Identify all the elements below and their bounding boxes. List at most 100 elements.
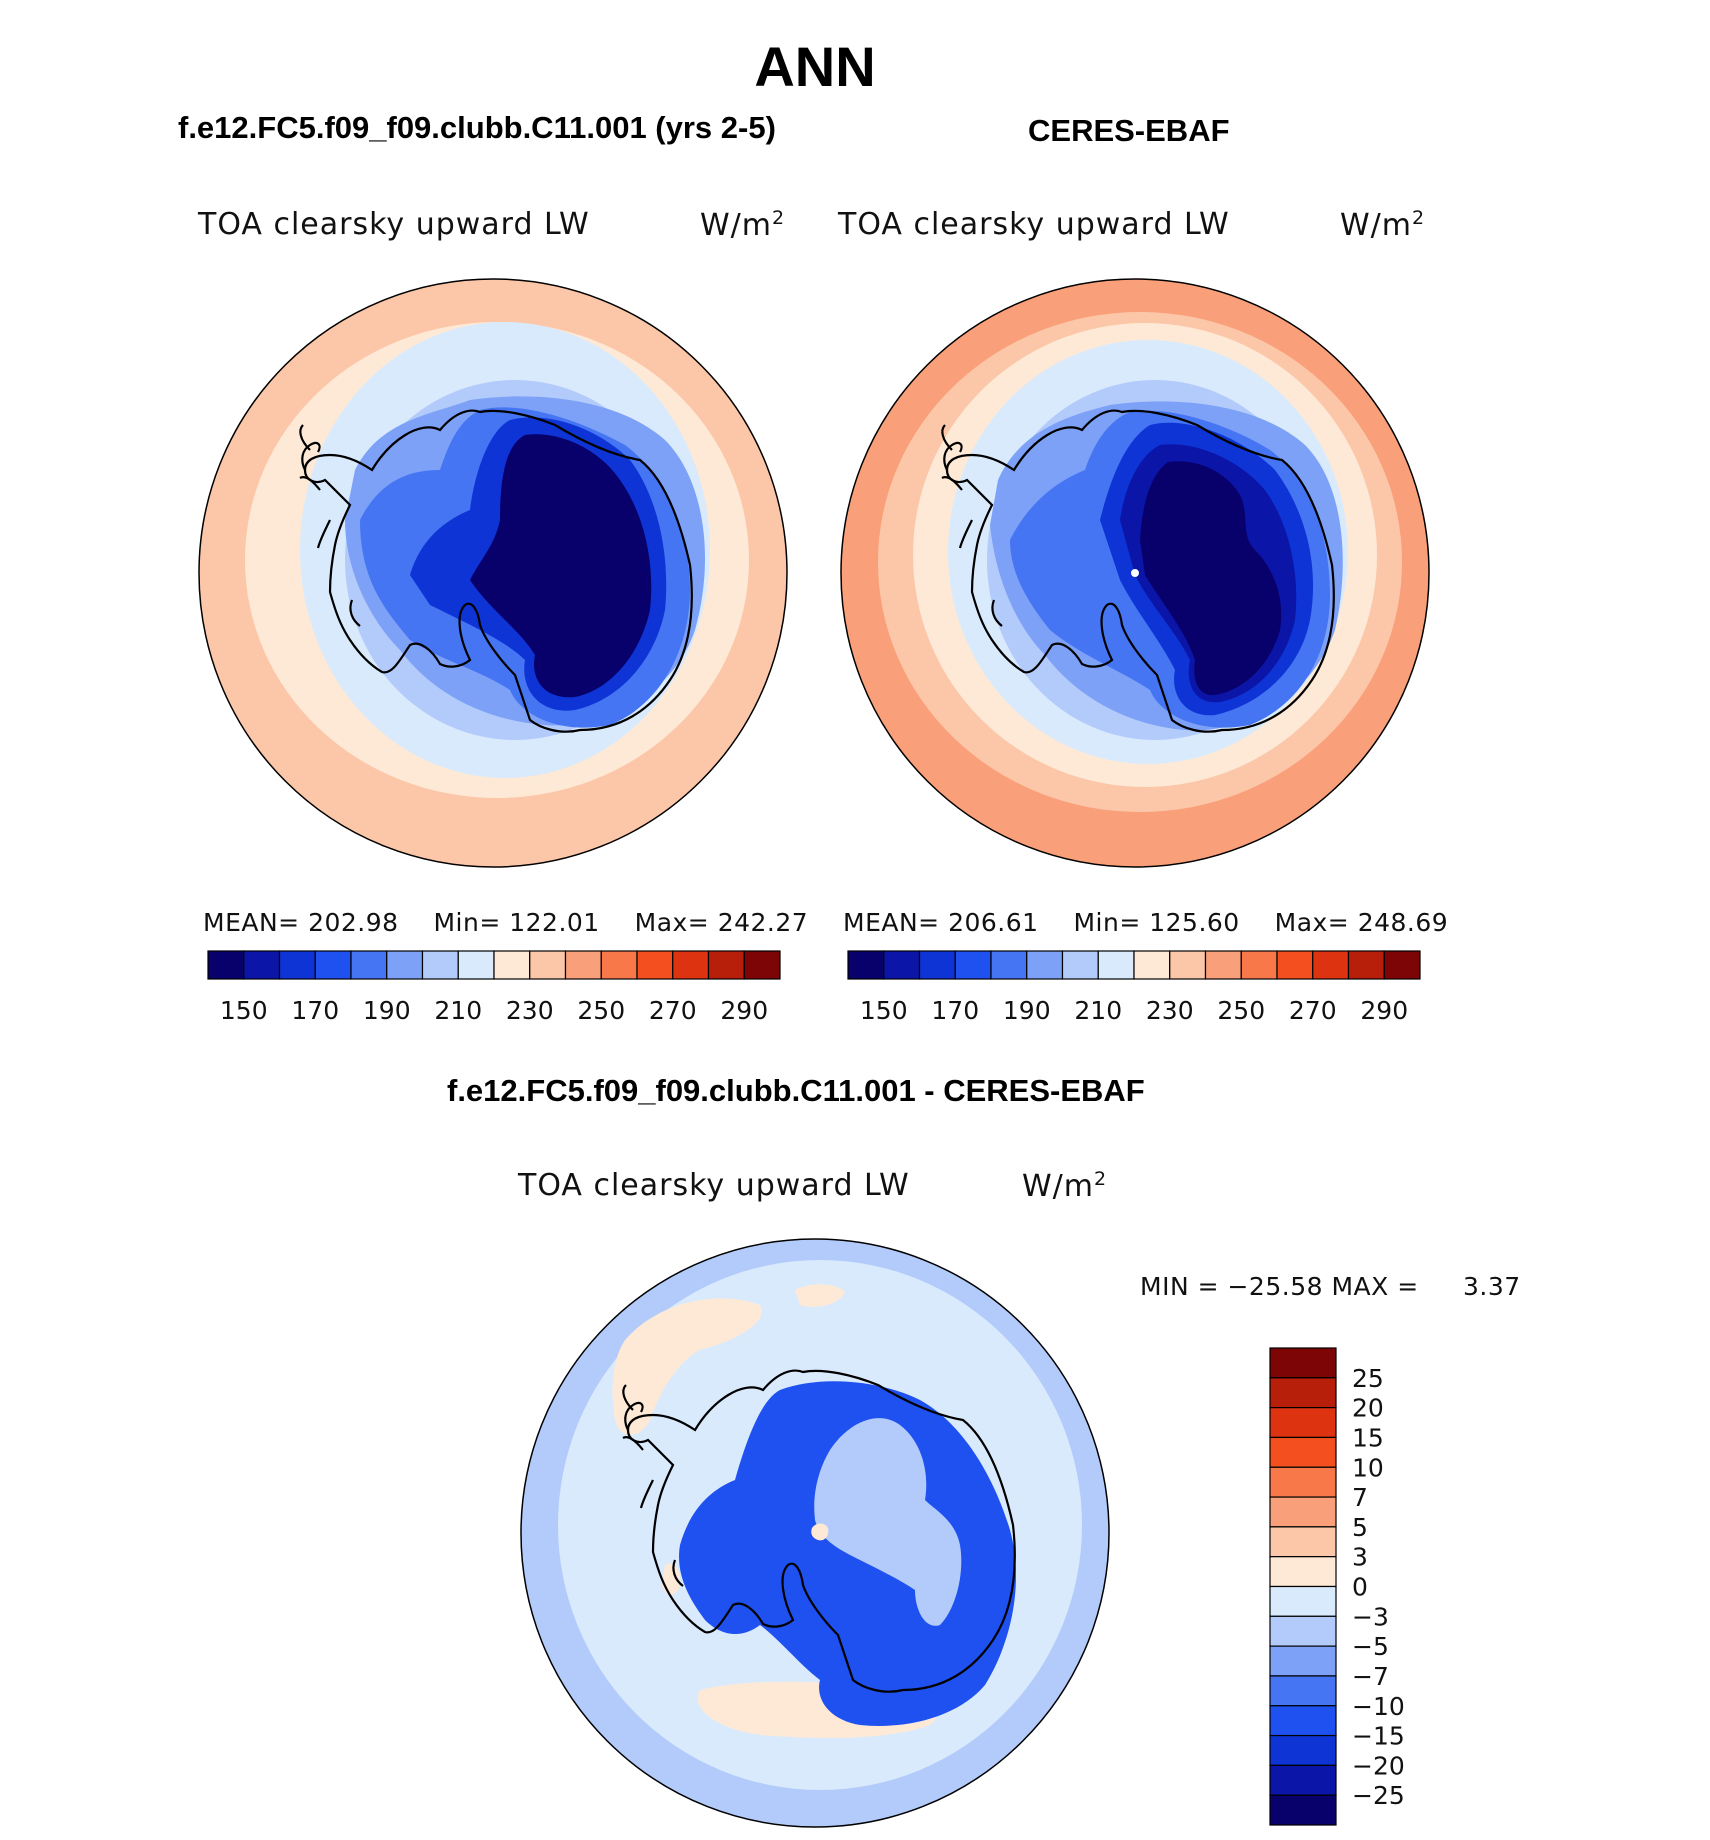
- panel1-colorbar-swatch: [457, 950, 495, 980]
- diff-colorbar-swatch: [1269, 1466, 1337, 1498]
- panel2-colorbar-swatch: [1276, 950, 1314, 980]
- panel1-coastline: [299, 409, 693, 733]
- panel2-mean-label: MEAN=: [843, 908, 940, 937]
- panel2-colorbar-swatch: [1169, 950, 1207, 980]
- panel1-colorbar-swatch: [278, 950, 316, 980]
- panel2-colorbar-swatch: [1204, 950, 1242, 980]
- panel1-colorbar-tick-label: 210: [434, 996, 482, 1025]
- panel2-colorbar-tick-label: 150: [860, 996, 908, 1025]
- panel2-max-label: Max=: [1274, 908, 1350, 937]
- diff-zone-land: [679, 1381, 1016, 1726]
- diff-colorbar-swatch: [1269, 1645, 1337, 1677]
- panel1-colorbar-swatch: [243, 950, 281, 980]
- diff-colorbar-swatch: [1269, 1764, 1337, 1796]
- diff-stats: MIN = −25.58 MAX =: [1140, 1272, 1419, 1301]
- panel1-colorbar-swatch: [493, 950, 531, 980]
- diff-colorbar-tick-label: 20: [1352, 1394, 1384, 1423]
- panel2-max-value: 248.69: [1357, 908, 1449, 937]
- panel2-colorbar-swatch: [1383, 950, 1421, 980]
- diff-colorbar-tick-label: −3: [1352, 1602, 1389, 1631]
- panel2-stats: MEAN= 206.61 Min= 125.60 Max= 248.69: [843, 908, 1448, 937]
- panel2-colorbar-swatch: [990, 950, 1028, 980]
- diff-map-border: [520, 1238, 1110, 1828]
- panel2-colorbar: 150 170 190 210 230 250 270 290: [847, 950, 1421, 1025]
- diff-zone-land-light: [814, 1418, 962, 1626]
- panel1-map: [198, 278, 788, 868]
- panel2-variable-label: TOA clearsky upward LW: [838, 207, 1230, 242]
- diff-colorbar-tick-label: −10: [1352, 1692, 1405, 1721]
- panel2-colorbar-swatch: [1347, 950, 1385, 980]
- panel1-colorbar-swatch: [314, 950, 352, 980]
- diff-colorbar-swatch: [1269, 1377, 1337, 1409]
- panel1-colorbar-swatch: [529, 950, 567, 980]
- panel1-colorbar-swatch: [386, 950, 424, 980]
- panel2-colorbar-tick-label: 270: [1289, 996, 1337, 1025]
- panel2-colorbar-tick-label: 230: [1146, 996, 1194, 1025]
- panel1-colorbar-swatch: [350, 950, 388, 980]
- panel1-colorbar-swatch: [421, 950, 459, 980]
- diff-max-value: 3.37: [1463, 1272, 1521, 1301]
- diff-zone-warm-n: [795, 1284, 845, 1307]
- panel1-case-title: f.e12.FC5.f09_f09.clubb.C11.001 (yrs 2-5…: [178, 110, 776, 145]
- diff-zone-warm-nw: [612, 1298, 762, 1435]
- panel1-colorbar-swatch: [600, 950, 638, 980]
- diff-colorbar-tick-label: 3: [1352, 1543, 1368, 1572]
- panel2-map-fill: [841, 279, 1429, 867]
- diff-map: [520, 1238, 1110, 1828]
- panel1-variable-label: TOA clearsky upward LW: [198, 207, 590, 242]
- diff-colorbar-tick-label: 0: [1352, 1573, 1368, 1602]
- diff-coastline: [622, 1369, 1016, 1693]
- panel2-colorbar-swatch: [1240, 950, 1278, 980]
- panel1-colorbar-tick-label: 270: [649, 996, 697, 1025]
- panel1-zone-plateau: [470, 434, 652, 698]
- diff-variable-label: TOA clearsky upward LW: [518, 1168, 910, 1203]
- diff-colorbar-tick-label: 7: [1352, 1483, 1368, 1512]
- panel2-colorbar-tick-label: 290: [1360, 996, 1408, 1025]
- panel1-mean-label: MEAN=: [203, 908, 300, 937]
- panel1-colorbar-swatch: [743, 950, 781, 980]
- diff-colorbar-swatch: [1269, 1615, 1337, 1647]
- panel1-colorbar-tick-label: 250: [577, 996, 625, 1025]
- panel2-colorbar-swatch: [918, 950, 956, 980]
- diff-colorbar-swatch: [1269, 1585, 1337, 1617]
- panel2-colorbar-swatch: [1133, 950, 1171, 980]
- panel1-stats: MEAN= 202.98 Min= 122.01 Max= 242.27: [203, 908, 808, 937]
- diff-map-fill: [521, 1239, 1109, 1827]
- diff-colorbar-tick-label: 5: [1352, 1513, 1368, 1542]
- panel1-colorbar-swatch: [636, 950, 674, 980]
- panel1-min-value: 122.01: [509, 908, 600, 937]
- panel1-max-label: Max=: [634, 908, 710, 937]
- panel2-colorbar-swatch: [1026, 950, 1064, 980]
- panel1-units-label: W/m2: [700, 207, 786, 243]
- panel2-units-label: W/m2: [1340, 207, 1426, 243]
- panel1-colorbar-swatch: [672, 950, 710, 980]
- diff-stats-text: MIN = −25.58 MAX =: [1140, 1272, 1419, 1301]
- diff-colorbar-swatch: [1269, 1705, 1337, 1737]
- panel1-map-border: [198, 278, 788, 868]
- diff-colorbar-swatch: [1269, 1734, 1337, 1766]
- panel2-colorbar-tick-label: 190: [1003, 996, 1051, 1025]
- diff-colorbar-swatch: [1269, 1407, 1337, 1439]
- panel1-min-label: Min=: [433, 908, 501, 937]
- panel2-colorbar-swatch: [1061, 950, 1099, 980]
- diff-colorbar-swatch: [1269, 1675, 1337, 1707]
- panel2-map: [840, 278, 1430, 868]
- panel2-mean-value: 206.61: [948, 908, 1039, 937]
- panel2-colorbar-tick-label: 210: [1074, 996, 1122, 1025]
- diff-units-label: W/m2: [1022, 1168, 1108, 1204]
- panel2-colorbar-tick-label: 170: [931, 996, 979, 1025]
- panel2-map-border: [840, 278, 1430, 868]
- diff-colorbar-tick-label: 10: [1352, 1453, 1384, 1482]
- diff-colorbar-tick-label: −25: [1352, 1781, 1405, 1810]
- main-title: ANN: [754, 35, 876, 98]
- diff-colorbar-tick-label: 25: [1352, 1364, 1384, 1393]
- diff-colorbar-swatch: [1269, 1436, 1337, 1468]
- diff-colorbar-swatch: [1269, 1794, 1337, 1826]
- panel2-min-label: Min=: [1073, 908, 1141, 937]
- panel1-colorbar-swatch: [564, 950, 602, 980]
- panel1-colorbar-tick-label: 230: [506, 996, 554, 1025]
- panel2-min-value: 125.60: [1149, 908, 1240, 937]
- panel1-colorbar-swatch: [707, 950, 745, 980]
